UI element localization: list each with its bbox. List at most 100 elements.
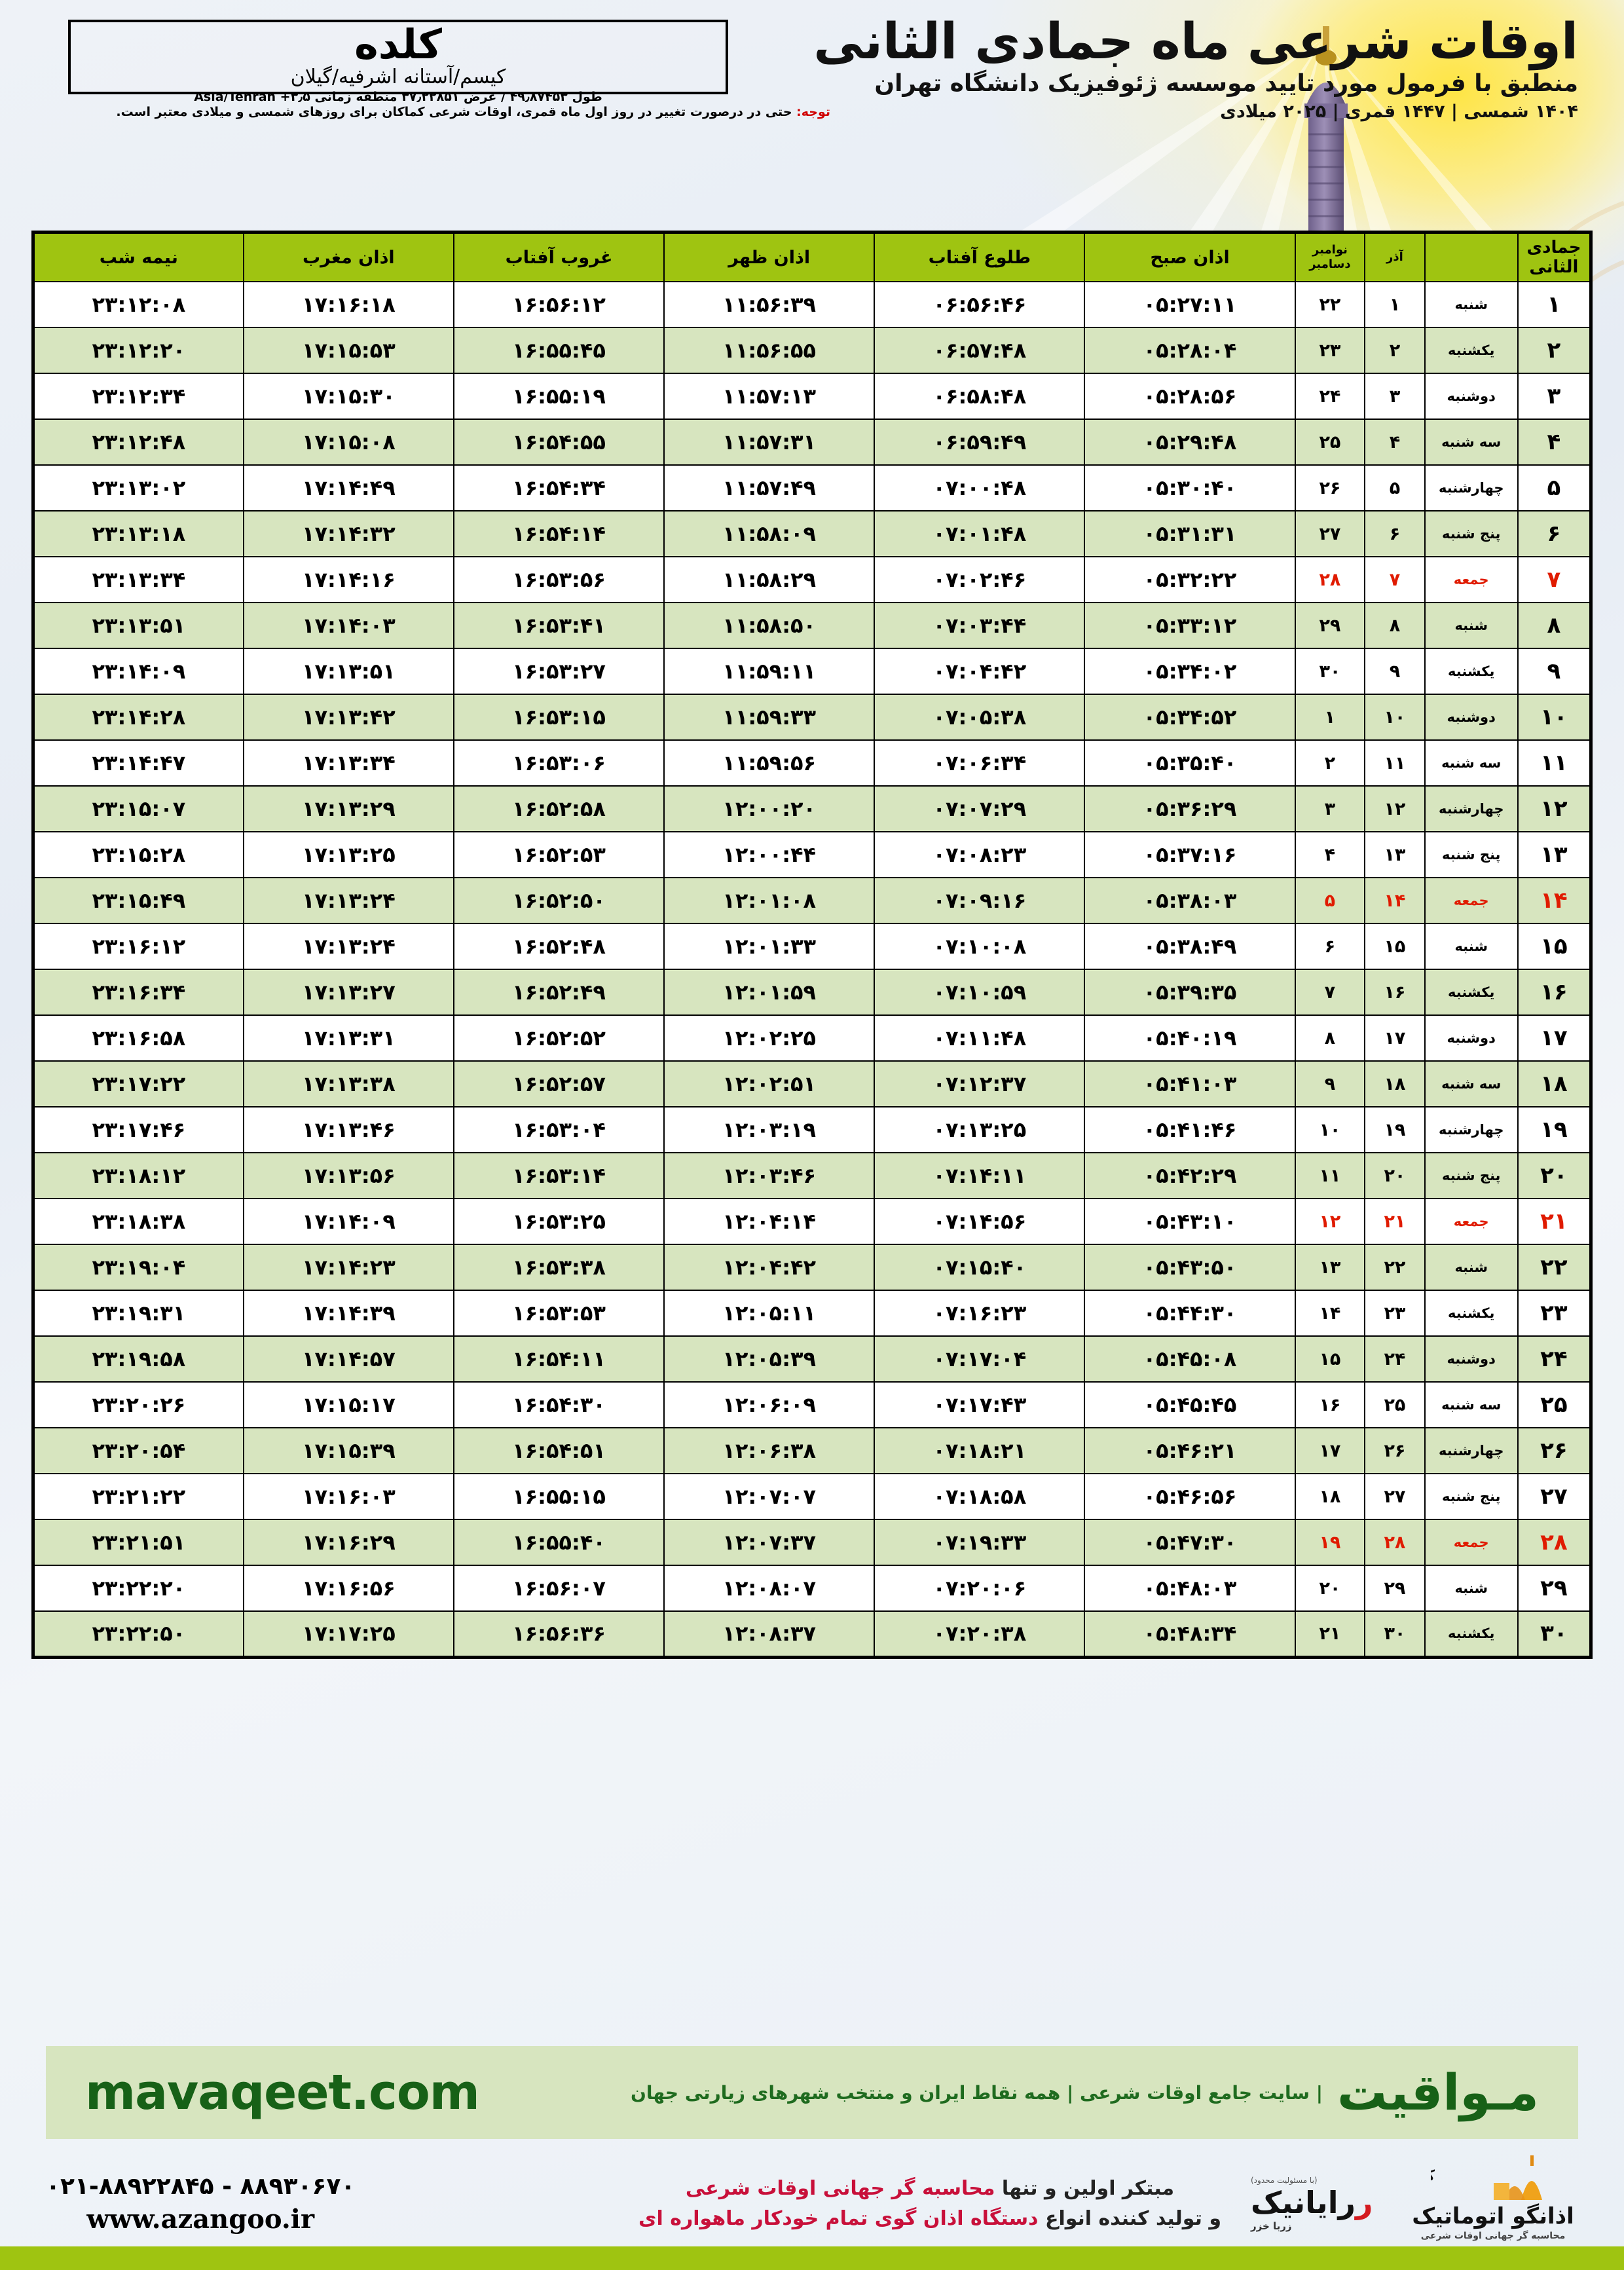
cell-dhuhr: ۱۲:۰۰:۲۰ xyxy=(663,785,876,832)
note-text: توجه: حتی در درصورت تغییر در روز اول ماه… xyxy=(71,105,830,119)
cell-fajr: ۰۵:۲۸:۵۶ xyxy=(1084,373,1296,420)
cell-midnight: ۲۳:۱۲:۳۴ xyxy=(32,373,244,420)
cell-fajr: ۰۵:۴۸:۰۳ xyxy=(1084,1565,1296,1612)
cell-dhuhr: ۱۲:۰۱:۰۸ xyxy=(663,877,876,924)
cell-greg: ۲۱ xyxy=(1294,1610,1366,1658)
note-body: حتی در درصورت تغییر در روز اول ماه قمری،… xyxy=(116,105,797,119)
cell-azar: ۲۶ xyxy=(1364,1427,1426,1474)
cell-midnight: ۲۳:۱۶:۳۴ xyxy=(32,969,244,1016)
cell-greg: ۱۲ xyxy=(1294,1198,1366,1245)
cell-dow: دوشنبه xyxy=(1424,1014,1519,1062)
cell-maghrib: ۱۷:۱۶:۵۶ xyxy=(242,1565,454,1612)
cell-azar: ۱۲ xyxy=(1364,785,1426,832)
col-header-weekday xyxy=(1424,231,1519,282)
cell-maghrib: ۱۷:۱۴:۴۹ xyxy=(242,464,454,512)
cell-greg: ۲۷ xyxy=(1294,510,1366,557)
cell-sunrise: ۰۷:۰۳:۴۴ xyxy=(874,602,1086,649)
cell-midnight: ۲۳:۱۲:۲۰ xyxy=(32,327,244,374)
cell-dhuhr: ۱۲:۰۳:۴۶ xyxy=(663,1152,876,1199)
cell-maghrib: ۱۷:۱۴:۰۹ xyxy=(242,1198,454,1245)
cell-hijri: ۶ xyxy=(1517,510,1592,557)
cell-sunrise: ۰۷:۱۶:۲۳ xyxy=(874,1290,1086,1337)
cell-maghrib: ۱۷:۱۶:۱۸ xyxy=(242,281,454,328)
page-title: اوقات شرعی ماه جمادی الثانی xyxy=(813,12,1579,70)
table-row: ۲۰ پنج شنبه ۲۰ ۱۱ ۰۵:۴۲:۲۹ ۰۷:۱۴:۱۱ ۱۲:۰۳:۴۶ ۱۶… xyxy=(32,1152,1592,1199)
cell-midnight: ۲۳:۱۳:۱۸ xyxy=(32,510,244,557)
cell-dow: چهارشنبه xyxy=(1424,1106,1519,1153)
cell-greg: ۳ xyxy=(1294,785,1366,832)
cell-hijri: ۲۴ xyxy=(1517,1335,1592,1383)
cell-hijri: ۱۱ xyxy=(1517,739,1592,787)
cell-sunset: ۱۶:۵۵:۱۹ xyxy=(452,373,665,420)
table-row: ۱۱ سه شنبه ۱۱ ۲ ۰۵:۳۵:۴۰ ۰۷:۰۶:۳۴ ۱۱:۵۹:۵۶ ۱۶:۵… xyxy=(32,739,1592,787)
cell-dow: شنبه xyxy=(1424,1244,1519,1291)
azangoo-logo: ک اذانگو اتوماتیک محاسبه گر جهانی اوقات … xyxy=(1408,2153,1578,2255)
cell-hijri: ۱ xyxy=(1517,281,1592,328)
cell-hijri: ۲۵ xyxy=(1517,1381,1592,1428)
note-label: توجه: xyxy=(796,105,830,119)
cell-midnight: ۲۳:۲۱:۵۱ xyxy=(32,1519,244,1566)
brand-website[interactable]: mavaqeet.com xyxy=(85,2064,480,2121)
table-row: ۲۵ سه شنبه ۲۵ ۱۶ ۰۵:۴۵:۴۵ ۰۷:۱۷:۴۳ ۱۲:۰۶:۰۹ ۱۶:… xyxy=(32,1381,1592,1428)
cell-dow: پنج شنبه xyxy=(1424,510,1519,557)
cell-sunset: ۱۶:۵۵:۱۵ xyxy=(452,1473,665,1520)
cell-greg: ۱۰ xyxy=(1294,1106,1366,1153)
cell-greg: ۸ xyxy=(1294,1014,1366,1062)
cell-sunset: ۱۶:۵۳:۱۵ xyxy=(452,694,665,741)
rayanik-logo: (با مسئولیت محدود) ررایانیک زربا خزر xyxy=(1251,2176,1401,2232)
cell-dow: جمعه xyxy=(1424,877,1519,924)
cell-maghrib: ۱۷:۱۶:۰۳ xyxy=(242,1473,454,1520)
cell-sunrise: ۰۷:۱۰:۰۸ xyxy=(874,923,1086,970)
cell-fajr: ۰۵:۳۳:۱۲ xyxy=(1084,602,1296,649)
cell-dhuhr: ۱۲:۰۵:۳۹ xyxy=(663,1335,876,1383)
cell-maghrib: ۱۷:۱۳:۲۷ xyxy=(242,969,454,1016)
cell-sunset: ۱۶:۵۳:۵۳ xyxy=(452,1290,665,1337)
cell-sunset: ۱۶:۵۲:۵۷ xyxy=(452,1060,665,1107)
cell-dow: چهارشنبه xyxy=(1424,1427,1519,1474)
cell-hijri: ۱۷ xyxy=(1517,1014,1592,1062)
cell-azar: ۱۵ xyxy=(1364,923,1426,970)
cell-midnight: ۲۳:۱۴:۴۷ xyxy=(32,739,244,787)
cell-azar: ۲ xyxy=(1364,327,1426,374)
location-box: کلده کیسم/آستانه اشرفیه/گیلان طول ۴۹٫۸۷۴… xyxy=(68,20,728,103)
cell-dhuhr: ۱۱:۵۹:۱۱ xyxy=(663,648,876,695)
table-row: ۱۸ سه شنبه ۱۸ ۹ ۰۵:۴۱:۰۳ ۰۷:۱۲:۳۷ ۱۲:۰۲:۵۱ ۱۶:۵… xyxy=(32,1060,1592,1107)
cell-sunrise: ۰۷:۱۴:۱۱ xyxy=(874,1152,1086,1199)
slogan-line-1-dark: مبتکر اولین و تنها xyxy=(995,2176,1175,2200)
cell-azar: ۱۱ xyxy=(1364,739,1426,787)
cell-dow: پنج شنبه xyxy=(1424,831,1519,878)
cell-midnight: ۲۳:۱۵:۲۸ xyxy=(32,831,244,878)
cell-sunset: ۱۶:۵۳:۴۱ xyxy=(452,602,665,649)
cell-azar: ۱۳ xyxy=(1364,831,1426,878)
cell-sunrise: ۰۶:۵۷:۴۸ xyxy=(874,327,1086,374)
cell-azar: ۳۰ xyxy=(1364,1610,1426,1658)
cell-dhuhr: ۱۱:۵۹:۵۶ xyxy=(663,739,876,787)
cell-dhuhr: ۱۲:۰۸:۰۷ xyxy=(663,1565,876,1612)
cell-sunset: ۱۶:۵۴:۵۱ xyxy=(452,1427,665,1474)
cell-dow: جمعه xyxy=(1424,1519,1519,1566)
contact-website[interactable]: www.azangoo.ir xyxy=(86,2204,315,2235)
cell-dhuhr: ۱۲:۰۵:۱۱ xyxy=(663,1290,876,1337)
cell-azar: ۱۹ xyxy=(1364,1106,1426,1153)
cell-fajr: ۰۵:۳۷:۱۶ xyxy=(1084,831,1296,878)
cell-maghrib: ۱۷:۱۶:۲۹ xyxy=(242,1519,454,1566)
cell-greg: ۱۵ xyxy=(1294,1335,1366,1383)
cell-fajr: ۰۵:۴۴:۳۰ xyxy=(1084,1290,1296,1337)
cell-midnight: ۲۳:۱۲:۰۸ xyxy=(32,281,244,328)
cell-fajr: ۰۵:۴۳:۱۰ xyxy=(1084,1198,1296,1245)
col-header-gregorian: نوامبر دسامبر xyxy=(1294,231,1366,282)
cell-azar: ۶ xyxy=(1364,510,1426,557)
prayer-times-table: جمادی الثانی آذر نوامبر دسامبر اذان صبح … xyxy=(31,231,1593,1659)
slogan-line-2: و تولید کننده انواع دستگاه اذان گوی تمام… xyxy=(635,2204,1225,2235)
cell-greg: ۱ xyxy=(1294,694,1366,741)
cell-dow: جمعه xyxy=(1424,1198,1519,1245)
cell-maghrib: ۱۷:۱۳:۵۶ xyxy=(242,1152,454,1199)
cell-dhuhr: ۱۱:۵۶:۵۵ xyxy=(663,327,876,374)
cell-dhuhr: ۱۲:۰۲:۲۵ xyxy=(663,1014,876,1062)
cell-greg: ۲ xyxy=(1294,739,1366,787)
cell-dow: دوشنبه xyxy=(1424,373,1519,420)
cell-sunrise: ۰۷:۰۱:۴۸ xyxy=(874,510,1086,557)
cell-sunrise: ۰۷:۰۸:۲۳ xyxy=(874,831,1086,878)
col-header-sunrise: طلوع آفتاب xyxy=(874,231,1086,282)
table-row: ۱۶ یکشنبه ۱۶ ۷ ۰۵:۳۹:۳۵ ۰۷:۱۰:۵۹ ۱۲:۰۱:۵۹ ۱۶:۵۲… xyxy=(32,969,1592,1016)
